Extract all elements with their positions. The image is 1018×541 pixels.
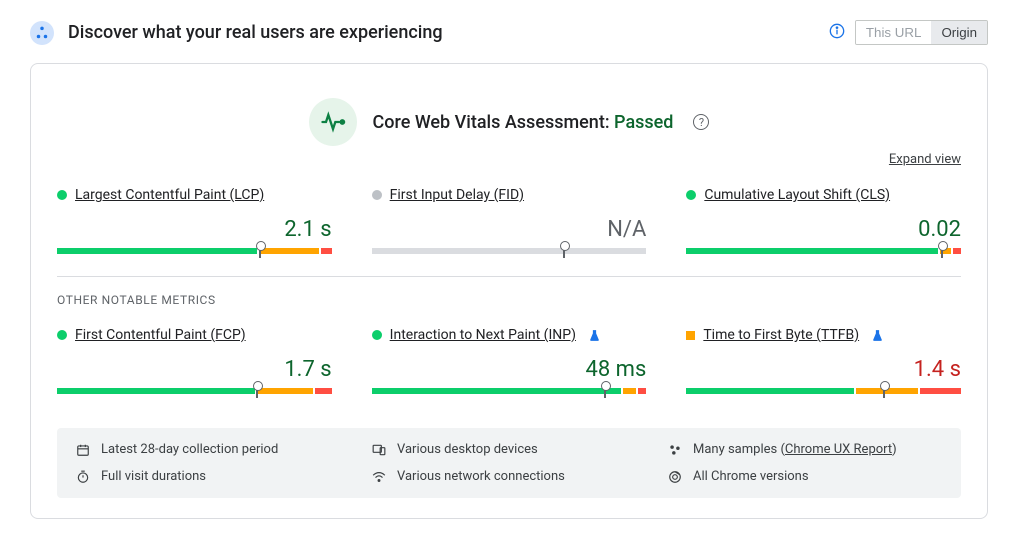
status-square bbox=[686, 331, 695, 340]
scope-toggle: This URL Origin bbox=[855, 20, 988, 45]
metric-value: 1.7 s bbox=[284, 357, 331, 382]
metric-header: First Input Delay (FID) bbox=[372, 185, 647, 205]
page-title: Discover what your real users are experi… bbox=[68, 22, 443, 43]
metric-value-row: 0.02 bbox=[686, 217, 961, 242]
metric-value-row: 48 ms bbox=[372, 357, 647, 382]
metric-header: Largest Contentful Paint (LCP) bbox=[57, 185, 332, 205]
assessment-text: Core Web Vitals Assessment: Passed bbox=[373, 112, 674, 133]
footer-devices: Various desktop devices bbox=[371, 442, 647, 457]
flask-icon bbox=[588, 329, 601, 342]
footer-text: Many samples (Chrome UX Report) bbox=[693, 442, 897, 457]
wifi-icon bbox=[371, 470, 387, 484]
expand-view-link[interactable]: Expand view bbox=[889, 152, 961, 167]
metric-value: 2.1 s bbox=[284, 217, 331, 242]
footer-text: Various desktop devices bbox=[397, 442, 538, 457]
calendar-icon bbox=[75, 443, 91, 457]
header-left: Discover what your real users are experi… bbox=[30, 21, 443, 45]
timer-icon bbox=[75, 470, 91, 484]
info-icon[interactable] bbox=[829, 23, 845, 43]
metric-lcp: Largest Contentful Paint (LCP) 2.1 s bbox=[57, 185, 332, 266]
metric-value-row: 1.4 s bbox=[686, 357, 961, 382]
page-header: Discover what your real users are experi… bbox=[30, 20, 988, 45]
metric-ttfb: Time to First Byte (TTFB) 1.4 s bbox=[686, 325, 961, 406]
footer-versions: All Chrome versions bbox=[667, 469, 943, 484]
footer-text: Full visit durations bbox=[101, 469, 206, 484]
metric-name-link[interactable]: Cumulative Layout Shift (CLS) bbox=[704, 187, 890, 203]
scope-origin-button[interactable]: Origin bbox=[931, 21, 987, 44]
chrome-icon bbox=[667, 470, 683, 484]
status-dot bbox=[57, 330, 67, 340]
status-dot bbox=[372, 330, 382, 340]
devices-icon bbox=[371, 443, 387, 457]
metric-name-link[interactable]: Time to First Byte (TTFB) bbox=[703, 327, 859, 343]
vitals-card: Core Web Vitals Assessment: Passed ? Exp… bbox=[30, 63, 988, 519]
metric-value-row: 2.1 s bbox=[57, 217, 332, 242]
metric-header: Cumulative Layout Shift (CLS) bbox=[686, 185, 961, 205]
metric-bar bbox=[686, 388, 961, 394]
metric-bar bbox=[372, 388, 647, 394]
metric-bar bbox=[57, 388, 332, 394]
footer-period: Latest 28-day collection period bbox=[75, 442, 351, 457]
metrics-grid: Largest Contentful Paint (LCP) 2.1 s Fir… bbox=[57, 185, 961, 406]
assessment-row: Core Web Vitals Assessment: Passed ? bbox=[57, 98, 961, 146]
metric-fid: First Input Delay (FID) N/A bbox=[372, 185, 647, 266]
header-right: This URL Origin bbox=[829, 20, 988, 45]
footer-text: Various network connections bbox=[397, 469, 565, 484]
metric-bar bbox=[57, 248, 332, 254]
metric-bar bbox=[372, 248, 647, 254]
other-metrics-label: OTHER NOTABLE METRICS bbox=[57, 293, 961, 307]
footer-text: Latest 28-day collection period bbox=[101, 442, 278, 457]
metric-bar bbox=[686, 248, 961, 254]
crux-link[interactable]: Chrome UX Report bbox=[785, 442, 892, 457]
metric-header: First Contentful Paint (FCP) bbox=[57, 325, 332, 345]
footer-samples: Many samples (Chrome UX Report) bbox=[667, 442, 943, 457]
metric-value: 0.02 bbox=[918, 217, 961, 242]
flask-icon bbox=[871, 329, 884, 342]
footer-visits: Full visit durations bbox=[75, 469, 351, 484]
metric-header: Interaction to Next Paint (INP) bbox=[372, 325, 647, 345]
discover-icon bbox=[30, 21, 54, 45]
footer-network: Various network connections bbox=[371, 469, 647, 484]
metric-cls: Cumulative Layout Shift (CLS) 0.02 bbox=[686, 185, 961, 266]
metric-fcp: First Contentful Paint (FCP) 1.7 s bbox=[57, 325, 332, 406]
status-dot bbox=[57, 190, 67, 200]
help-icon[interactable]: ? bbox=[693, 114, 709, 130]
metric-value: N/A bbox=[607, 217, 646, 242]
metric-name-link[interactable]: First Input Delay (FID) bbox=[390, 187, 524, 203]
assessment-status: Passed bbox=[614, 112, 673, 133]
metric-name-link[interactable]: First Contentful Paint (FCP) bbox=[75, 327, 246, 343]
metric-inp: Interaction to Next Paint (INP) 48 ms bbox=[372, 325, 647, 406]
scope-this-url-button[interactable]: This URL bbox=[856, 21, 932, 44]
samples-icon bbox=[667, 443, 683, 457]
footer-box: Latest 28-day collection period Various … bbox=[57, 428, 961, 498]
metric-value-row: N/A bbox=[372, 217, 647, 242]
pulse-icon bbox=[309, 98, 357, 146]
status-dot bbox=[372, 190, 382, 200]
metric-value-row: 1.7 s bbox=[57, 357, 332, 382]
metric-name-link[interactable]: Largest Contentful Paint (LCP) bbox=[75, 187, 264, 203]
divider bbox=[57, 276, 961, 277]
footer-text: All Chrome versions bbox=[693, 469, 809, 484]
expand-row: Expand view bbox=[57, 152, 961, 167]
metric-header: Time to First Byte (TTFB) bbox=[686, 325, 961, 345]
status-dot bbox=[686, 190, 696, 200]
metric-name-link[interactable]: Interaction to Next Paint (INP) bbox=[390, 327, 576, 343]
metric-value: 1.4 s bbox=[914, 357, 961, 382]
metric-value: 48 ms bbox=[585, 357, 646, 382]
assessment-prefix: Core Web Vitals Assessment: bbox=[373, 112, 615, 133]
